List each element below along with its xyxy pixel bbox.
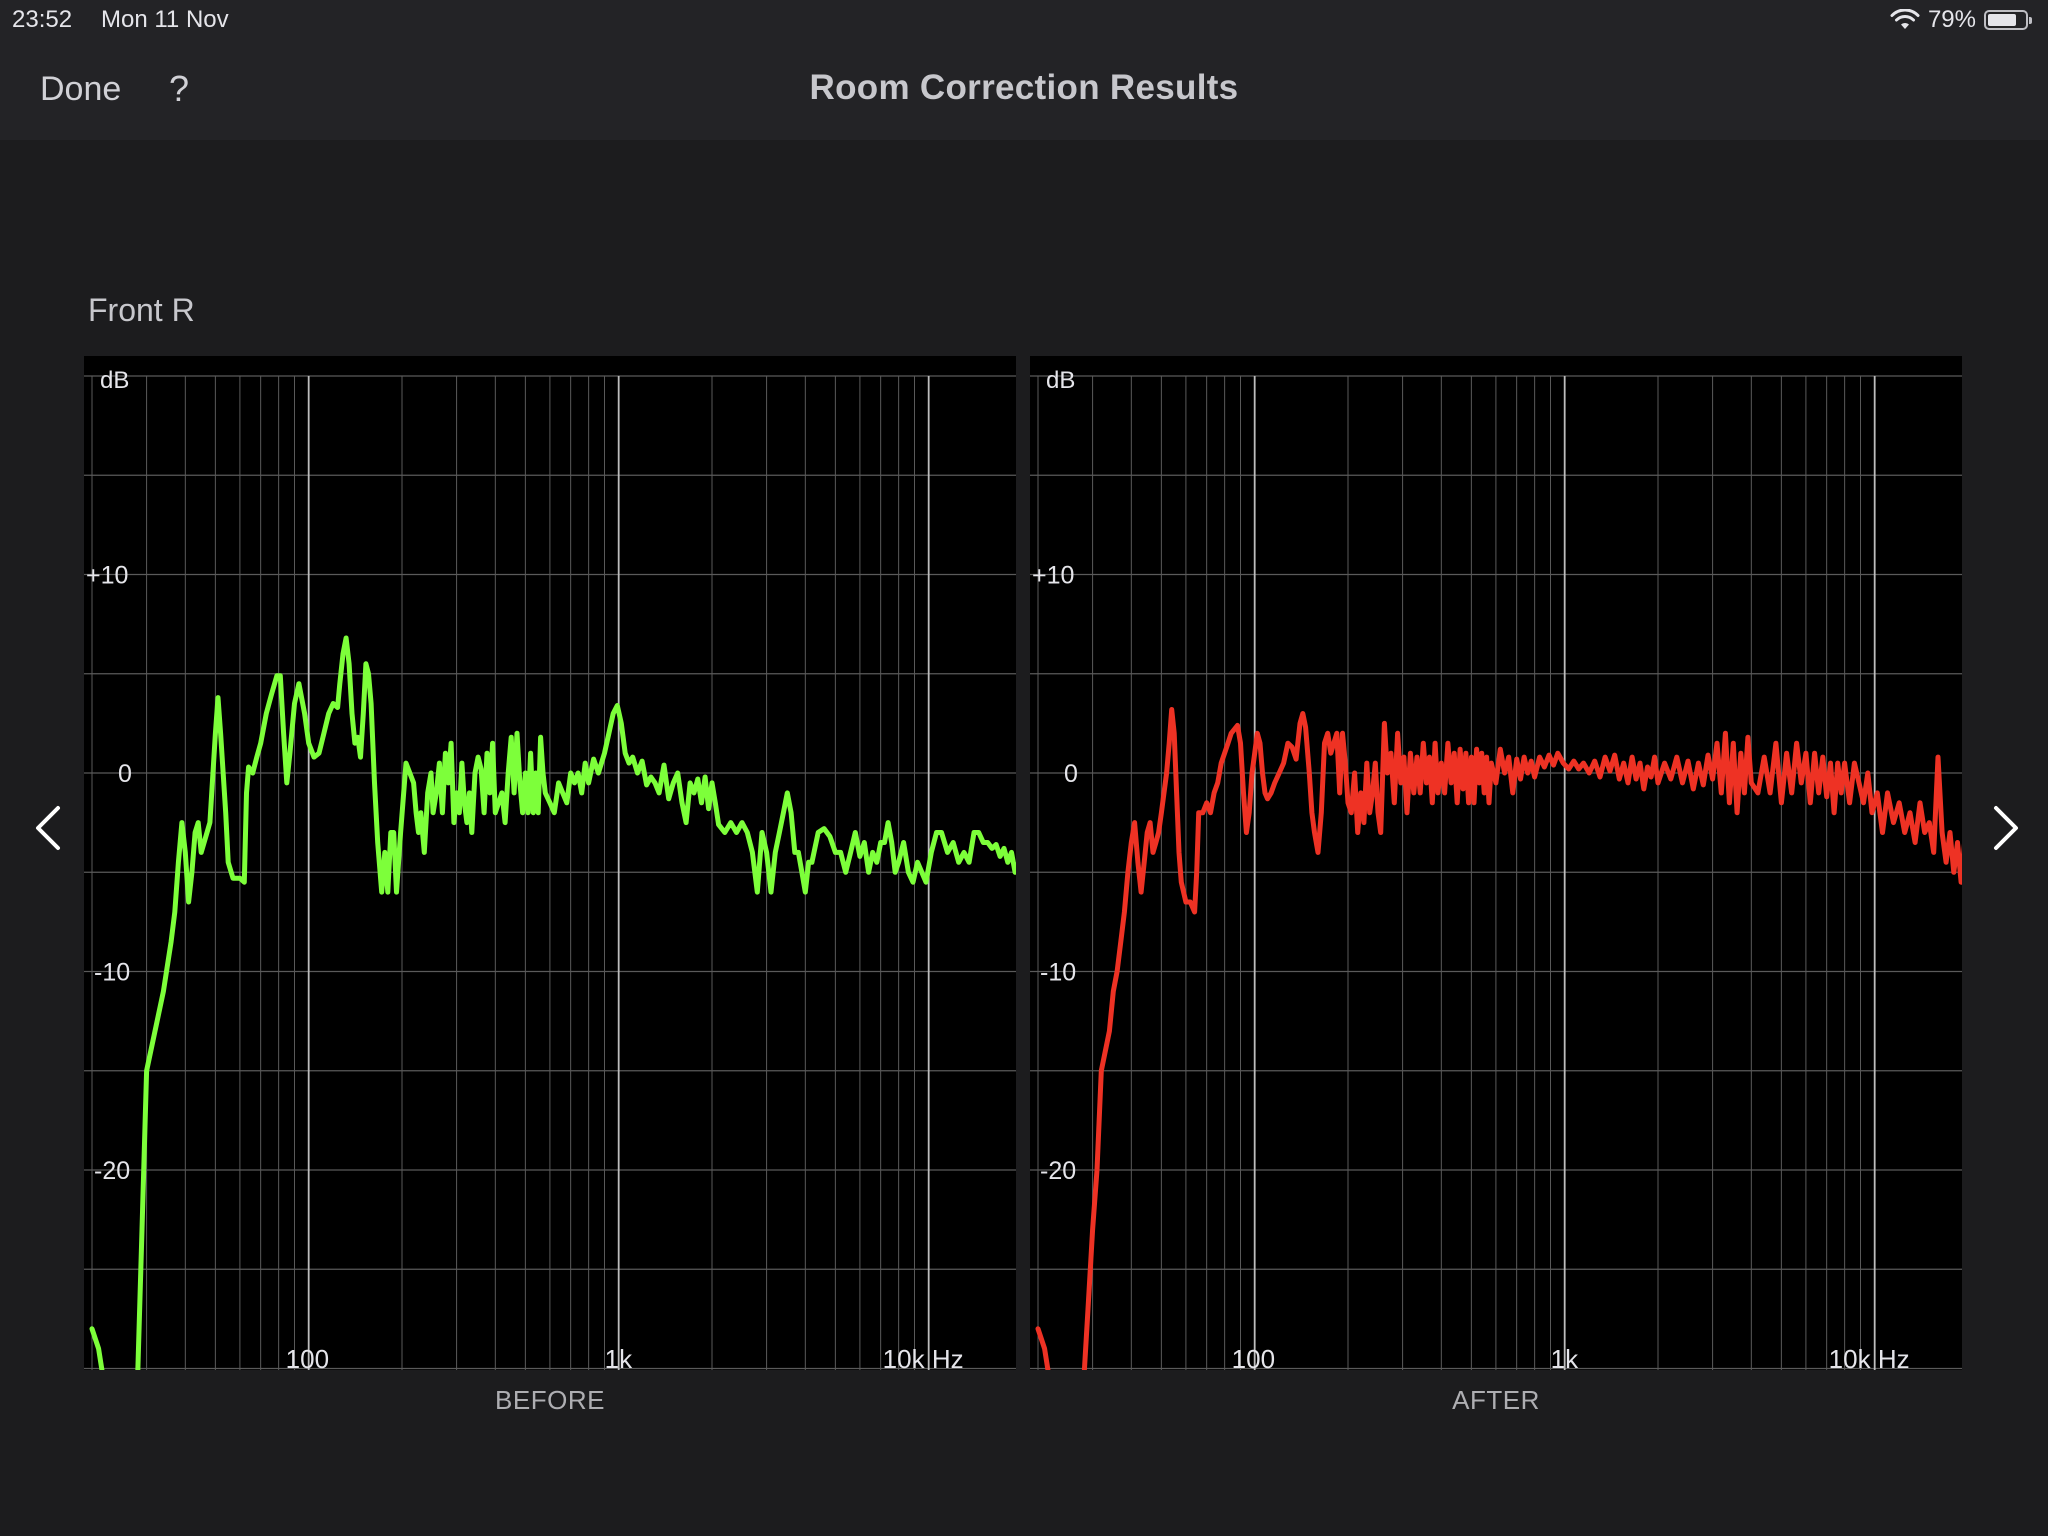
next-channel-chevron-icon[interactable] [1976, 800, 2032, 856]
y-axis-unit-label: dB [100, 367, 129, 394]
battery-icon [1984, 10, 2032, 30]
x-tick-label: 1k [605, 1344, 633, 1374]
after-response-line [1035, 707, 1962, 1370]
y-tick-label: -20 [94, 1157, 130, 1185]
battery-tip [2029, 17, 2032, 24]
status-time: 23:52 [12, 6, 73, 33]
y-tick-label: 0 [118, 760, 132, 788]
after-caption: AFTER [1452, 1385, 1540, 1415]
y-tick-label: +10 [86, 562, 128, 590]
before-response-line [89, 635, 1016, 1370]
status-date: Mon 11 Nov [101, 6, 229, 33]
y-tick-label: -10 [1040, 959, 1076, 987]
before-chart: dB +10 0 -10 -20 100 1k 10k Hz [84, 356, 1016, 1374]
before-caption: BEFORE [495, 1385, 605, 1415]
channel-label: Front R [88, 292, 195, 328]
y-tick-label: -10 [94, 959, 130, 987]
wifi-icon [1890, 9, 1920, 29]
y-axis-unit-label: dB [1046, 367, 1075, 394]
navigation-bar: Done ? Room Correction Results [0, 40, 2048, 140]
x-tick-label: 100 [286, 1344, 329, 1374]
previous-channel-chevron-icon[interactable] [22, 800, 78, 856]
status-indicators: 79% [1890, 6, 2032, 34]
page-title: Room Correction Results [809, 68, 1239, 107]
y-tick-label: -20 [1040, 1157, 1076, 1185]
x-tick-label: 10k Hz [883, 1344, 964, 1374]
help-button[interactable]: ? [169, 68, 190, 109]
battery-level [1988, 14, 2017, 26]
status-bar: 23:52 Mon 11 Nov 79% [0, 0, 2048, 40]
x-tick-label: 100 [1232, 1344, 1275, 1374]
y-tick-label: 0 [1064, 760, 1078, 788]
after-chart: dB +10 0 -10 -20 100 1k 10k Hz [1030, 356, 1962, 1374]
done-button[interactable]: Done [40, 70, 122, 108]
x-tick-label: 10k Hz [1829, 1344, 1910, 1374]
chart-grid [1030, 375, 1962, 1370]
y-tick-label: +10 [1032, 562, 1074, 590]
battery-percentage: 79% [1927, 6, 1976, 33]
x-tick-label: 1k [1551, 1344, 1579, 1374]
